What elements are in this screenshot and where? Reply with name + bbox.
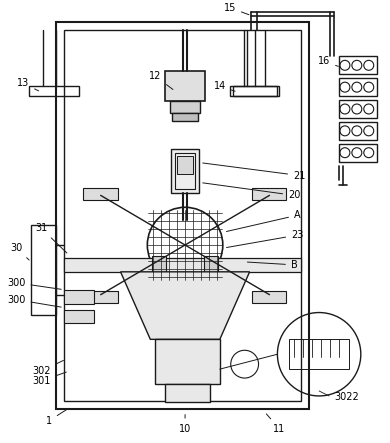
Text: 10: 10 xyxy=(179,415,191,434)
Bar xyxy=(339,122,377,140)
Text: B: B xyxy=(247,260,298,270)
Bar xyxy=(339,100,377,118)
Bar xyxy=(339,78,377,96)
Bar xyxy=(83,291,117,303)
Text: 16: 16 xyxy=(318,56,339,66)
Text: 13: 13 xyxy=(17,78,39,91)
Text: 3022: 3022 xyxy=(334,392,359,402)
Bar xyxy=(204,256,218,274)
Bar xyxy=(339,56,377,74)
Text: 1: 1 xyxy=(46,408,69,426)
Text: 31: 31 xyxy=(35,223,67,253)
Bar xyxy=(29,86,79,96)
Bar xyxy=(339,144,377,162)
Bar xyxy=(289,339,349,369)
Bar xyxy=(83,188,117,200)
Bar xyxy=(64,290,94,303)
Bar xyxy=(155,339,220,384)
Bar xyxy=(252,291,286,303)
Text: 302: 302 xyxy=(32,361,64,376)
Bar xyxy=(64,30,301,401)
Bar xyxy=(177,155,193,174)
Text: 14: 14 xyxy=(214,81,235,91)
Bar xyxy=(64,310,94,323)
Bar xyxy=(56,22,309,409)
Bar xyxy=(170,101,200,113)
Text: 300: 300 xyxy=(7,295,61,307)
Bar xyxy=(252,188,286,200)
Text: 301: 301 xyxy=(32,372,66,386)
Text: 30: 30 xyxy=(10,243,29,260)
Text: 11: 11 xyxy=(266,414,285,434)
Bar xyxy=(172,113,198,121)
Text: 20: 20 xyxy=(203,183,300,200)
Bar xyxy=(230,86,279,96)
Text: 15: 15 xyxy=(223,3,249,15)
Bar xyxy=(175,153,195,190)
Bar xyxy=(165,71,205,101)
Bar xyxy=(165,384,210,402)
Text: 12: 12 xyxy=(149,71,173,89)
Text: 300: 300 xyxy=(7,278,61,289)
Bar xyxy=(152,256,166,274)
Polygon shape xyxy=(121,272,250,339)
Bar xyxy=(31,225,56,315)
Text: 21: 21 xyxy=(203,163,305,180)
Bar xyxy=(171,149,199,194)
Text: A: A xyxy=(227,210,301,232)
Bar xyxy=(233,86,277,96)
Bar xyxy=(64,258,301,272)
Text: 23: 23 xyxy=(227,230,303,248)
